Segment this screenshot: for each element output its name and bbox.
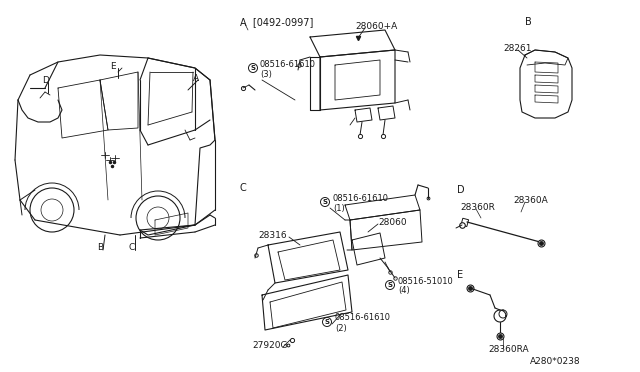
- Text: B: B: [525, 17, 532, 27]
- Text: C: C: [240, 183, 247, 193]
- Text: D: D: [42, 76, 49, 84]
- Text: 08516-61610: 08516-61610: [335, 314, 391, 323]
- Text: S: S: [323, 199, 328, 205]
- Text: 28316: 28316: [258, 231, 287, 240]
- Text: S: S: [250, 65, 255, 71]
- Text: C: C: [128, 244, 134, 253]
- Text: 28360R: 28360R: [460, 202, 495, 212]
- Text: 08516-51010: 08516-51010: [398, 276, 454, 285]
- Text: (4): (4): [398, 286, 410, 295]
- Text: S: S: [387, 282, 392, 288]
- Text: E: E: [110, 61, 116, 71]
- Text: 27920G: 27920G: [252, 340, 287, 350]
- Text: A280*0238: A280*0238: [530, 357, 580, 366]
- Text: (2): (2): [335, 324, 347, 333]
- Text: D: D: [457, 185, 465, 195]
- Bar: [461, 218, 468, 227]
- Text: E: E: [457, 270, 463, 280]
- Text: 08516-61610: 08516-61610: [260, 60, 316, 68]
- Text: A: A: [193, 74, 199, 83]
- Text: 28360A: 28360A: [513, 196, 548, 205]
- Text: A  [0492-0997]: A [0492-0997]: [240, 17, 314, 27]
- Text: (1): (1): [333, 203, 345, 212]
- Text: (3): (3): [260, 70, 272, 78]
- Text: 28060+A: 28060+A: [355, 22, 397, 31]
- Text: 08516-61610: 08516-61610: [333, 193, 389, 202]
- Text: S: S: [324, 319, 330, 325]
- Text: 28261: 28261: [503, 44, 531, 52]
- Text: 28060: 28060: [378, 218, 406, 227]
- Text: 28360RA: 28360RA: [488, 346, 529, 355]
- Text: B: B: [97, 244, 103, 253]
